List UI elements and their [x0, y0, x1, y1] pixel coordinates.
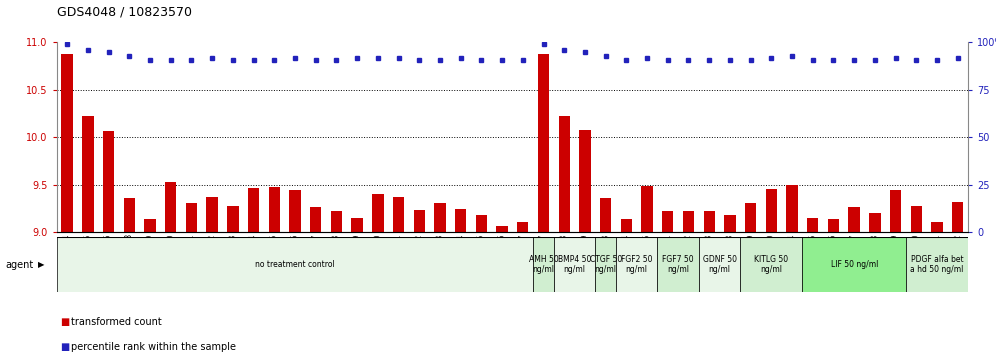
Bar	[413, 210, 425, 232]
Text: no treatment control: no treatment control	[255, 260, 335, 269]
Bar	[745, 204, 756, 232]
Bar	[889, 190, 901, 232]
Bar	[124, 198, 135, 232]
Bar	[641, 187, 652, 232]
Text: CTGF 50
ng/ml: CTGF 50 ng/ml	[590, 255, 622, 274]
Bar	[906, 237, 968, 292]
Bar	[392, 197, 404, 232]
Bar	[496, 226, 508, 232]
Text: LIF 50 ng/ml: LIF 50 ng/ml	[831, 260, 877, 269]
Bar	[580, 130, 591, 232]
Bar	[657, 237, 699, 292]
Bar	[849, 207, 860, 232]
Bar	[870, 213, 880, 232]
Bar	[269, 187, 280, 232]
Bar	[517, 222, 529, 232]
Bar	[310, 207, 322, 232]
Bar	[952, 201, 963, 232]
Bar	[699, 237, 740, 292]
Text: agent: agent	[5, 259, 33, 270]
Bar	[621, 219, 632, 232]
Bar	[931, 222, 943, 232]
Text: percentile rank within the sample: percentile rank within the sample	[71, 342, 236, 352]
Text: FGF2 50
ng/ml: FGF2 50 ng/ml	[621, 255, 652, 274]
Bar	[352, 218, 363, 232]
Text: ▶: ▶	[38, 260, 45, 269]
Text: ■: ■	[60, 342, 69, 352]
Bar	[554, 237, 596, 292]
Text: FGF7 50
ng/ml: FGF7 50 ng/ml	[662, 255, 694, 274]
Bar	[62, 54, 73, 232]
Bar	[57, 237, 533, 292]
Bar	[724, 215, 736, 232]
Bar	[533, 237, 554, 292]
Bar	[807, 218, 819, 232]
Bar	[206, 197, 218, 232]
Bar	[538, 54, 549, 232]
Text: PDGF alfa bet
a hd 50 ng/ml: PDGF alfa bet a hd 50 ng/ml	[910, 255, 964, 274]
Bar	[476, 215, 487, 232]
Bar	[828, 219, 840, 232]
Bar	[373, 194, 383, 232]
Text: GDNF 50
ng/ml: GDNF 50 ng/ml	[702, 255, 737, 274]
Bar	[103, 131, 115, 232]
Text: AMH 50
ng/ml: AMH 50 ng/ml	[529, 255, 559, 274]
Bar	[82, 116, 94, 232]
Bar	[803, 237, 906, 292]
Bar	[455, 209, 466, 232]
Bar	[165, 182, 176, 232]
Bar	[248, 188, 259, 232]
Bar	[144, 219, 155, 232]
Bar	[766, 189, 777, 232]
Bar	[910, 206, 922, 232]
Bar	[289, 190, 301, 232]
Text: GDS4048 / 10823570: GDS4048 / 10823570	[57, 5, 192, 18]
Bar	[434, 204, 445, 232]
Bar	[740, 237, 803, 292]
Bar	[600, 198, 612, 232]
Text: transformed count: transformed count	[71, 317, 161, 327]
Text: KITLG 50
ng/ml: KITLG 50 ng/ml	[754, 255, 789, 274]
Bar	[703, 211, 715, 232]
Text: BMP4 50
ng/ml: BMP4 50 ng/ml	[558, 255, 592, 274]
Bar	[662, 211, 673, 232]
Bar	[683, 211, 694, 232]
Bar	[227, 206, 238, 232]
Bar	[596, 237, 616, 292]
Bar	[331, 211, 342, 232]
Text: ■: ■	[60, 317, 69, 327]
Bar	[559, 116, 570, 232]
Bar	[616, 237, 657, 292]
Bar	[787, 184, 798, 232]
Bar	[185, 202, 197, 232]
